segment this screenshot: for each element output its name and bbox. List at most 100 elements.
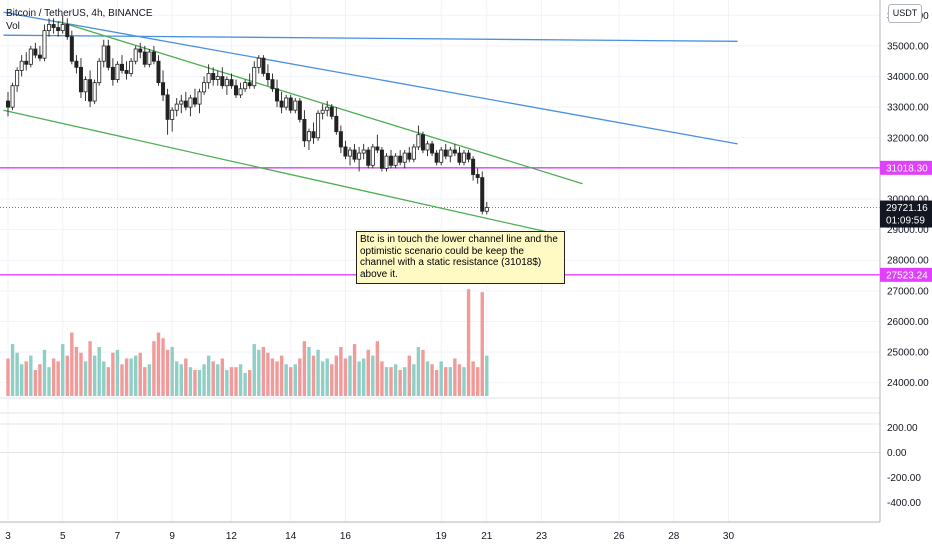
candle-body bbox=[375, 146, 380, 151]
volume-bar bbox=[289, 367, 293, 396]
volume-bar bbox=[165, 349, 170, 396]
volume-bar bbox=[425, 361, 430, 396]
candle bbox=[6, 91, 11, 117]
candle-body bbox=[78, 66, 83, 93]
volume-bar bbox=[389, 367, 393, 396]
time-tick-label: 28 bbox=[668, 531, 680, 542]
volume-bar bbox=[243, 372, 247, 396]
legend-indicator[interactable]: Vol bbox=[6, 21, 20, 32]
volume-bar bbox=[115, 349, 120, 396]
time-tick-label: 30 bbox=[723, 531, 735, 542]
candle bbox=[311, 122, 316, 144]
candle-body bbox=[293, 100, 298, 111]
candle-body bbox=[352, 149, 357, 160]
candle-body bbox=[179, 100, 184, 105]
candle-body bbox=[306, 131, 311, 142]
oscillator-tick-label: 0.00 bbox=[887, 448, 907, 459]
candle-body bbox=[379, 149, 384, 169]
candle bbox=[197, 88, 202, 114]
volume-bar bbox=[430, 364, 434, 396]
candle-body bbox=[206, 73, 211, 84]
candle-body bbox=[366, 149, 371, 166]
candle-body bbox=[347, 149, 352, 157]
volume-bar bbox=[361, 358, 366, 396]
candle-body bbox=[411, 146, 416, 160]
candle bbox=[10, 82, 15, 111]
volume-bar bbox=[371, 355, 375, 396]
candle-body bbox=[398, 155, 403, 163]
candle bbox=[325, 101, 330, 117]
candle-body bbox=[439, 149, 444, 163]
candle-body bbox=[466, 152, 471, 160]
volume-bar bbox=[133, 355, 138, 396]
volume-bar bbox=[216, 364, 220, 396]
price-tick-label: 24000.00 bbox=[887, 378, 929, 389]
candle-body bbox=[192, 97, 197, 105]
volume-bar bbox=[275, 361, 279, 396]
candle-body bbox=[56, 27, 61, 32]
currency-button[interactable]: USDT bbox=[888, 4, 922, 23]
candle-body bbox=[430, 143, 435, 154]
volume-bar bbox=[188, 367, 193, 396]
last-price-tag bbox=[880, 200, 932, 228]
candle bbox=[375, 134, 380, 154]
candle-body bbox=[284, 97, 289, 108]
volume-bar bbox=[15, 352, 19, 396]
candle bbox=[343, 140, 348, 160]
candle-body bbox=[151, 51, 156, 62]
volume-bar bbox=[434, 370, 439, 396]
price-tick-label: 27000.00 bbox=[887, 286, 929, 297]
candle bbox=[389, 150, 394, 169]
volume-bar bbox=[74, 346, 79, 396]
candle-body bbox=[224, 79, 229, 87]
volume-bar bbox=[293, 364, 297, 396]
legend: Bitcoin / TetherUS, 4h, BINANCE Vol bbox=[6, 7, 153, 33]
candle-body bbox=[338, 131, 343, 148]
candle bbox=[211, 67, 216, 86]
candle bbox=[284, 94, 289, 111]
candle-body bbox=[265, 73, 270, 80]
candle-body bbox=[197, 91, 202, 105]
price-tick-label: 26000.00 bbox=[887, 317, 929, 328]
candle bbox=[334, 107, 339, 135]
candle-body bbox=[288, 97, 293, 111]
volume-bar bbox=[51, 358, 56, 396]
candle bbox=[466, 150, 471, 163]
candle bbox=[69, 30, 74, 65]
candle-body bbox=[138, 48, 143, 53]
candle-body bbox=[243, 82, 248, 90]
candle-body bbox=[393, 155, 398, 166]
candle bbox=[302, 110, 307, 147]
candle bbox=[430, 140, 435, 157]
candle-body bbox=[133, 48, 138, 62]
candle bbox=[37, 45, 42, 62]
candle bbox=[361, 143, 366, 160]
candle bbox=[120, 55, 125, 74]
candle-body bbox=[452, 149, 457, 154]
candle-body bbox=[47, 24, 52, 32]
candle-body bbox=[343, 146, 348, 157]
candle-body bbox=[124, 70, 129, 74]
legend-symbol[interactable]: Bitcoin / TetherUS, 4h, BINANCE bbox=[6, 8, 153, 19]
annotation-note[interactable]: Btc is in touch the lower channel line a… bbox=[356, 231, 565, 284]
candle bbox=[74, 55, 79, 74]
volume-bar bbox=[33, 370, 38, 396]
candle-body bbox=[165, 94, 170, 120]
candle-body bbox=[6, 100, 11, 108]
volume-bar bbox=[348, 355, 352, 396]
volume-bar bbox=[270, 358, 275, 396]
oscillator-tick-label: 200.00 bbox=[887, 423, 918, 434]
candle bbox=[457, 146, 462, 166]
candle-body bbox=[101, 45, 106, 62]
time-tick-label: 19 bbox=[436, 531, 448, 542]
time-tick-label: 5 bbox=[60, 531, 66, 542]
volume-bar bbox=[357, 361, 361, 396]
candle bbox=[192, 88, 197, 108]
candle-body bbox=[370, 146, 375, 166]
volume-bar bbox=[138, 352, 142, 396]
price-tick-label: 30000.00 bbox=[887, 195, 929, 206]
candle bbox=[420, 131, 425, 154]
candle bbox=[461, 150, 466, 166]
time-tick-label: 16 bbox=[340, 531, 352, 542]
